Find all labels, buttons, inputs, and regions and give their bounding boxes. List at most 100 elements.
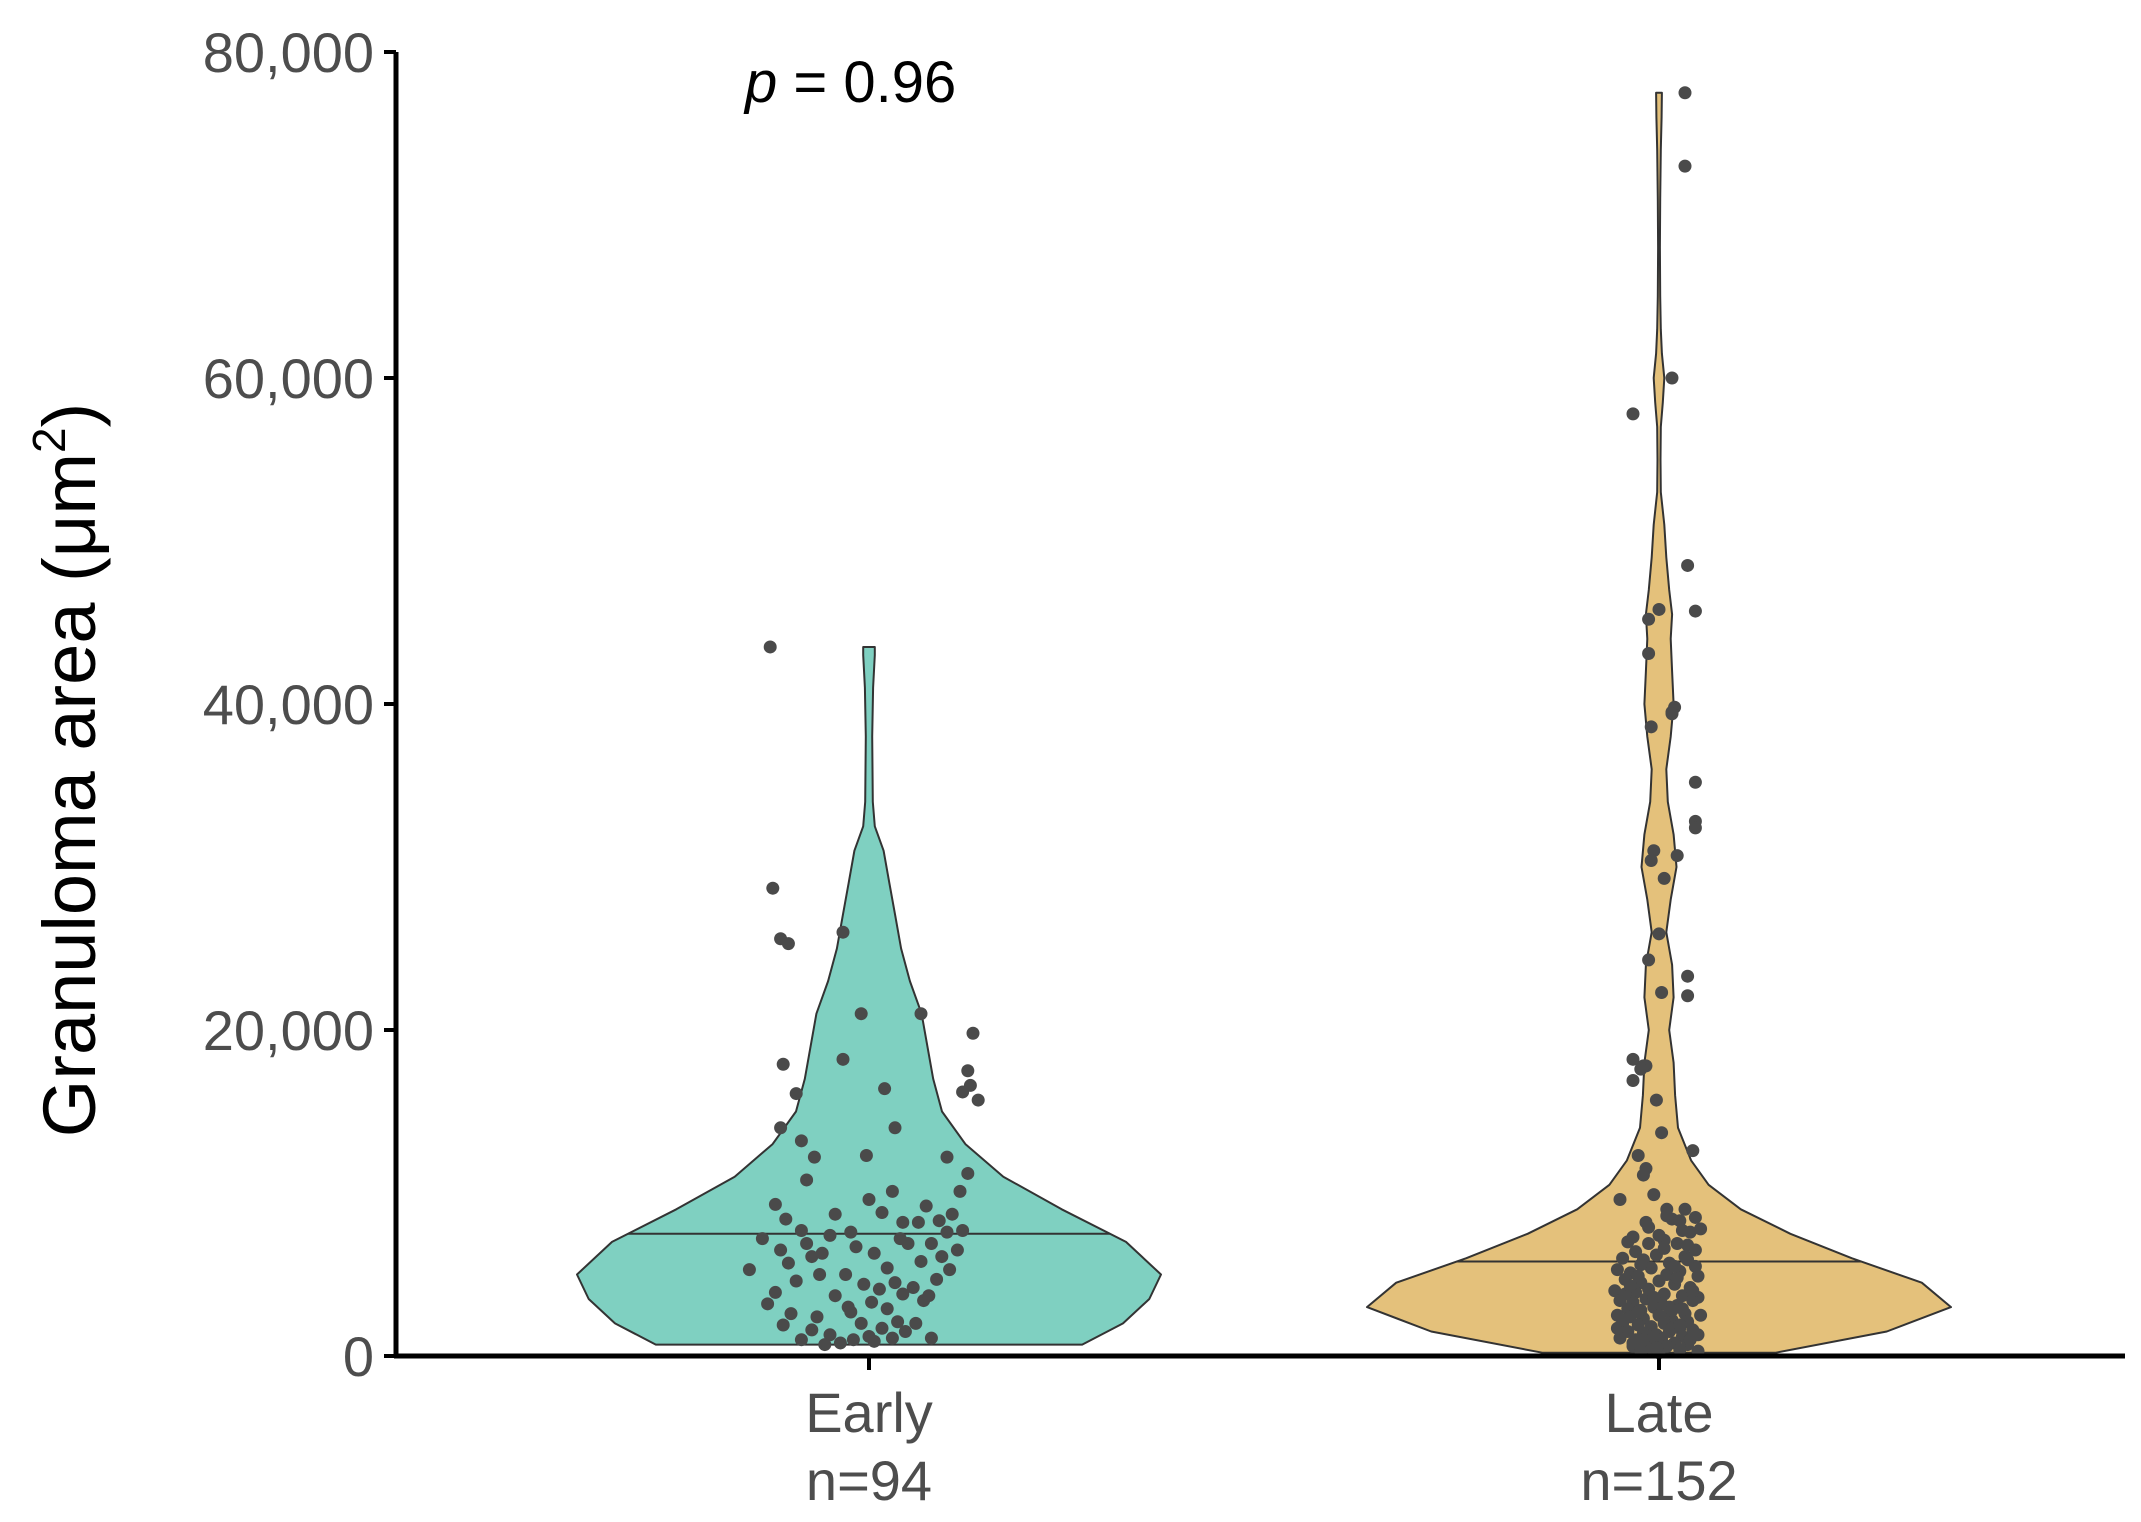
data-point-early [742, 1263, 756, 1277]
data-point-late [1631, 1305, 1645, 1319]
data-point-early [859, 1149, 873, 1163]
data-point-late [1636, 1333, 1650, 1347]
data-point-late [1623, 1279, 1637, 1293]
data-point-early [781, 1256, 795, 1270]
data-point-late [1670, 1271, 1684, 1285]
data-point-late [1688, 604, 1702, 618]
data-point-late [1655, 1126, 1669, 1140]
data-point-early [763, 640, 777, 654]
data-point-late [1608, 1284, 1622, 1298]
median-lines-layer [628, 1232, 1862, 1263]
data-point-late [1655, 986, 1669, 1000]
data-point-late [1610, 1263, 1624, 1277]
data-point-late [1675, 1289, 1689, 1303]
data-point-early [940, 1225, 954, 1239]
data-point-early [872, 1282, 886, 1296]
data-point-early [909, 1316, 923, 1330]
data-point-early [911, 1215, 925, 1229]
data-point-early [943, 1263, 957, 1277]
y-axis-unit: (μm [28, 453, 111, 582]
data-point-early [857, 1277, 871, 1291]
data-point-early [878, 1082, 892, 1096]
data-point-late [1678, 159, 1692, 173]
data-point-early [867, 1246, 881, 1260]
data-point-late [1688, 775, 1702, 789]
data-point-late [1675, 1302, 1689, 1316]
y-axis-unit-close: ) [28, 403, 111, 428]
data-point-late [1688, 1243, 1702, 1257]
data-point-early [805, 1250, 819, 1264]
data-point-early [789, 1274, 803, 1288]
p-value-annotation: p = 0.96 [743, 50, 956, 115]
data-point-early [828, 1207, 842, 1221]
data-point-early [875, 1321, 889, 1335]
data-point-late [1642, 1237, 1656, 1251]
y-axis-unit-exponent: 2 [23, 427, 75, 453]
data-point-early [768, 1285, 782, 1299]
data-point-early [813, 1268, 827, 1281]
data-point-late [1634, 1258, 1648, 1272]
data-point-early [950, 1243, 964, 1257]
data-point-early [794, 1333, 808, 1347]
data-point-early [789, 1087, 803, 1101]
data-point-early [784, 1307, 798, 1321]
y-tick-label: 0 [343, 1325, 374, 1388]
data-point-early [815, 1246, 829, 1260]
data-point-early [862, 1329, 876, 1343]
data-point-late [1660, 1209, 1674, 1223]
data-point-early [880, 1302, 894, 1316]
data-point-late [1652, 1274, 1666, 1288]
data-point-early [774, 1121, 788, 1135]
data-point-early [924, 1331, 938, 1345]
data-point-early [854, 1316, 868, 1330]
data-point-late [1683, 1225, 1697, 1239]
data-point-early [755, 1232, 769, 1246]
data-point-late [1673, 1342, 1687, 1356]
data-point-early [810, 1310, 824, 1324]
y-tick-label: 60,000 [203, 347, 374, 410]
data-point-early [865, 1295, 879, 1309]
data-point-early [893, 1232, 907, 1246]
data-point-early [805, 1323, 819, 1337]
data-point-late [1647, 1188, 1661, 1202]
data-point-late [1657, 1287, 1671, 1301]
data-point-early [940, 1150, 954, 1164]
data-point-early [854, 1007, 868, 1021]
data-point-late [1657, 1241, 1671, 1255]
data-point-late [1688, 1210, 1702, 1224]
data-point-late [1644, 720, 1658, 734]
data-point-early [841, 1300, 855, 1314]
x-count-label-late: n=152 [1580, 1449, 1737, 1512]
axes-layer [393, 52, 2125, 1359]
p-symbol: p [743, 50, 777, 115]
data-point-late [1694, 1222, 1708, 1236]
x-count-label-early: n=94 [806, 1449, 932, 1512]
y-axis-title: Granuloma area (μm2) [23, 403, 111, 1137]
data-point-late [1626, 1052, 1640, 1066]
data-point-late [1688, 821, 1702, 835]
data-point-late [1613, 1331, 1627, 1345]
data-point-early [849, 1240, 863, 1254]
data-point-late [1644, 1261, 1658, 1275]
data-point-early [963, 1078, 977, 1092]
data-point-late [1613, 1193, 1627, 1207]
data-point-late [1652, 602, 1666, 616]
data-point-late [1636, 1168, 1650, 1182]
data-point-late [1686, 1284, 1700, 1298]
data-point-late [1665, 1303, 1679, 1317]
data-point-late [1668, 1259, 1682, 1273]
data-point-late [1681, 1253, 1695, 1267]
violin-early [576, 646, 1162, 1346]
data-point-early [919, 1199, 933, 1213]
data-point-late [1691, 1328, 1705, 1342]
data-point-early [891, 1315, 905, 1329]
data-point-late [1616, 1313, 1630, 1327]
data-point-late [1686, 1294, 1700, 1308]
data-point-early [880, 1261, 894, 1275]
data-point-late [1670, 849, 1684, 863]
data-point-early [932, 1214, 946, 1228]
data-point-early [885, 1184, 899, 1198]
data-point-early [779, 1212, 793, 1226]
data-point-late [1639, 1215, 1653, 1229]
